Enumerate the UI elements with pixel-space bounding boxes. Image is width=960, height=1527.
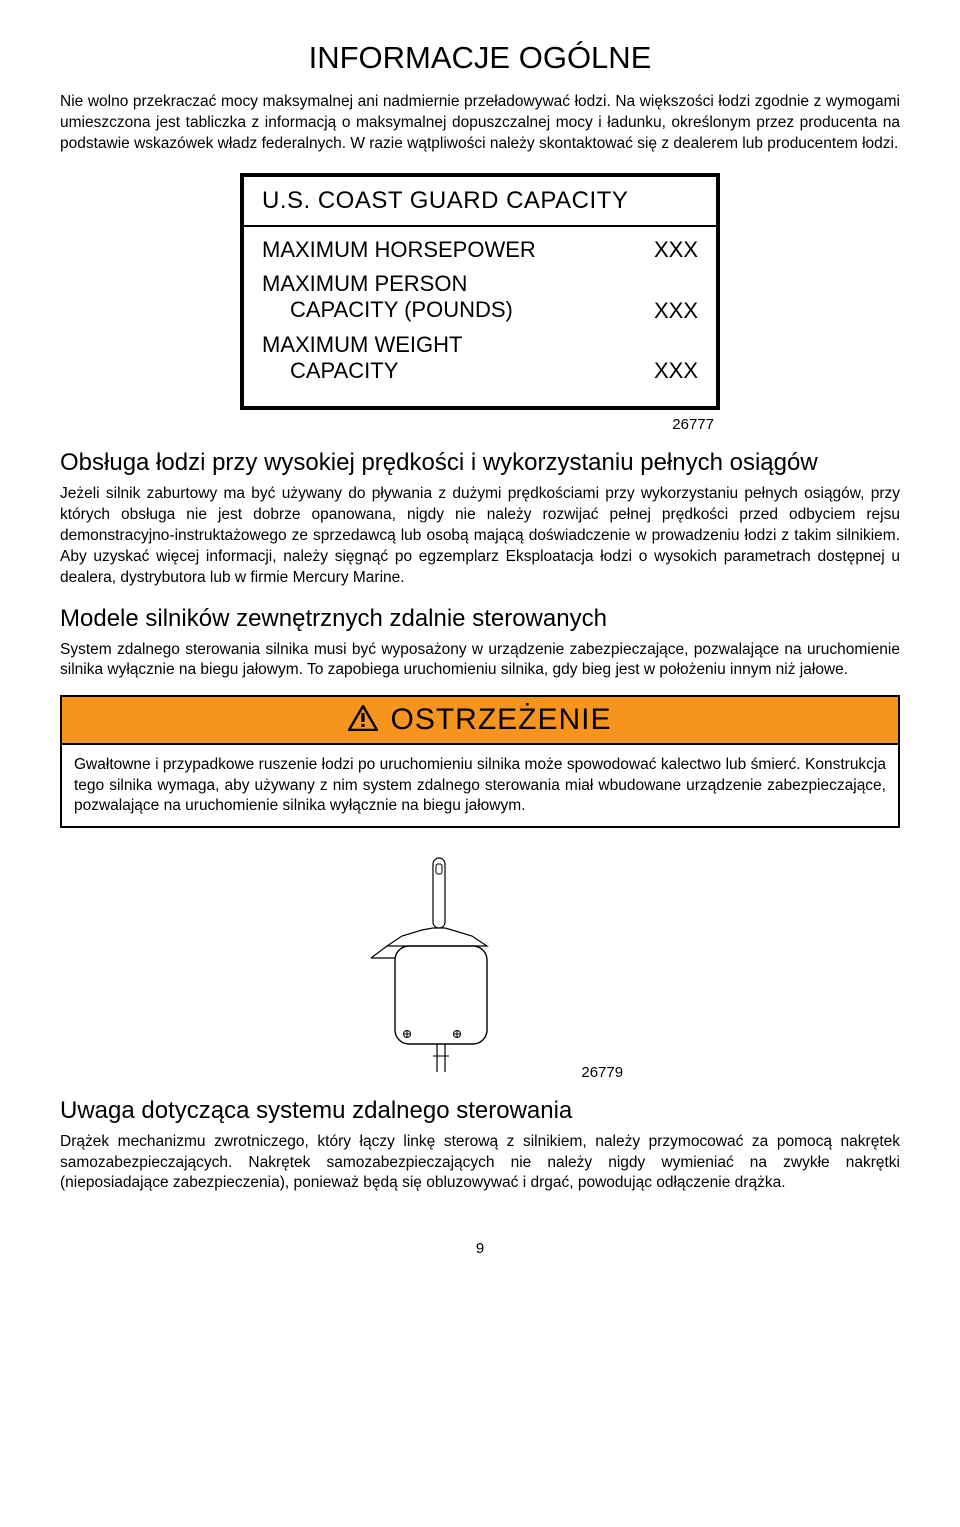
- capacity-plate: U.S. COAST GUARD CAPACITY MAXIMUM HORSEP…: [240, 173, 720, 411]
- plate-row-weight: MAXIMUM WEIGHT CAPACITY XXX: [262, 332, 698, 385]
- plate-label-line: CAPACITY (POUNDS): [262, 297, 513, 323]
- figure-number: 26779: [581, 1064, 623, 1081]
- page-number: 9: [60, 1240, 900, 1257]
- plate-row-horsepower: MAXIMUM HORSEPOWER XXX: [262, 237, 698, 263]
- warning-body-text: Gwałtowne i przypadkowe ruszenie łodzi p…: [62, 745, 898, 825]
- plate-label-line: MAXIMUM PERSON: [262, 271, 467, 296]
- section-paragraph: System zdalnego sterowania silnika musi …: [60, 640, 900, 682]
- plate-label: MAXIMUM WEIGHT CAPACITY: [262, 332, 462, 385]
- intro-paragraph: Nie wolno przekraczać mocy maksymalnej a…: [60, 92, 900, 155]
- plate-divider: [244, 225, 716, 227]
- plate-label-line: CAPACITY: [262, 358, 462, 384]
- warning-header: OSTRZEŻENIE: [62, 697, 898, 745]
- plate-value: XXX: [654, 298, 698, 324]
- warning-triangle-icon: [348, 705, 378, 735]
- figure-number: 26777: [240, 416, 720, 433]
- plate-label-line: MAXIMUM WEIGHT: [262, 332, 462, 357]
- plate-value: XXX: [654, 237, 698, 263]
- plate-title: U.S. COAST GUARD CAPACITY: [262, 187, 698, 215]
- section-paragraph: Jeżeli silnik zaburtowy ma być używany d…: [60, 484, 900, 589]
- section-heading-remote-note: Uwaga dotycząca systemu zdalnego sterowa…: [60, 1097, 900, 1126]
- remote-control-figure: 26779: [60, 846, 900, 1081]
- plate-row-person: MAXIMUM PERSON CAPACITY (POUNDS) XXX: [262, 271, 698, 324]
- section-heading-high-speed: Obsługa łodzi przy wysokiej prędkości i …: [60, 449, 900, 478]
- warning-box: OSTRZEŻENIE Gwałtowne i przypadkowe rusz…: [60, 695, 900, 827]
- page-title: INFORMACJE OGÓLNE: [60, 40, 900, 76]
- plate-label: MAXIMUM HORSEPOWER: [262, 237, 536, 263]
- section-paragraph: Drążek mechanizmu zwrotniczego, który łą…: [60, 1132, 900, 1195]
- section-heading-remote-models: Modele silników zewnętrznych zdalnie ste…: [60, 605, 900, 634]
- plate-label: MAXIMUM PERSON CAPACITY (POUNDS): [262, 271, 513, 324]
- plate-value: XXX: [654, 358, 698, 384]
- warning-header-text: OSTRZEŻENIE: [390, 703, 611, 737]
